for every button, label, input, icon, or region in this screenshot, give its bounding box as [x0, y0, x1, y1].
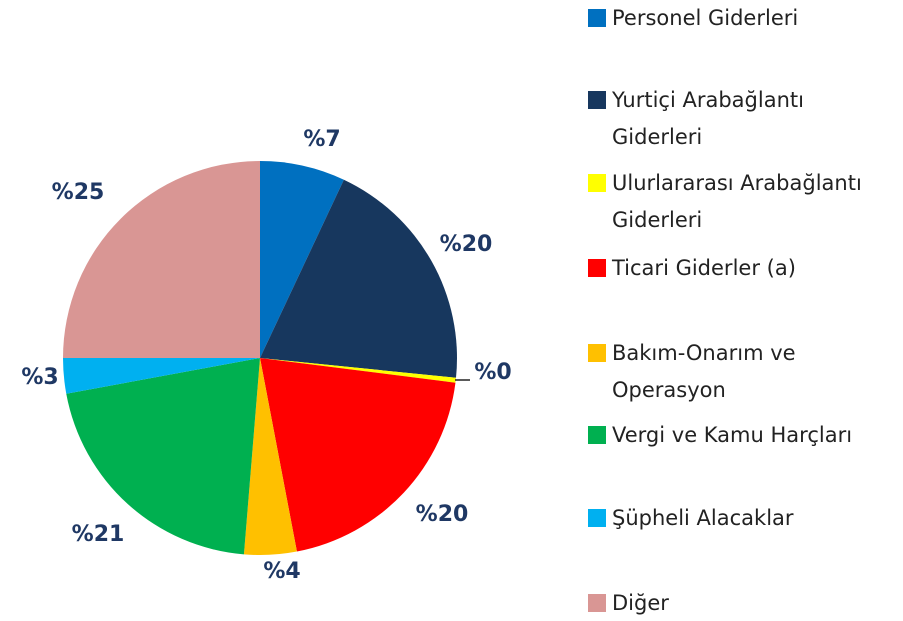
legend-label: Yurtiçi Arabağlantı Giderleri: [612, 88, 804, 149]
legend-swatch: [588, 509, 606, 527]
legend-swatch: [588, 174, 606, 192]
legend-entry: Şüpheli Alacaklar: [588, 500, 888, 537]
legend-entry: Diğer: [588, 585, 888, 621]
data-label: %25: [52, 180, 105, 205]
legend-entry: Yurtiçi Arabağlantı Giderleri: [588, 82, 888, 156]
legend-entry: Vergi ve Kamu Harçları: [588, 417, 888, 454]
pie-slice: [260, 358, 456, 552]
data-label: %7: [303, 127, 340, 152]
legend-swatch: [588, 594, 606, 612]
pie-slice: [243, 358, 297, 555]
pie-slice: [260, 161, 344, 358]
legend-label: Ulurlararası Arabağlantı Giderleri: [612, 171, 862, 232]
legend-swatch: [588, 9, 606, 27]
legend-swatch: [588, 91, 606, 109]
pie-slice: [66, 358, 260, 555]
pie-slice: [63, 161, 260, 358]
legend-swatch: [588, 344, 606, 362]
legend-label: Personel Giderleri: [612, 6, 799, 30]
data-label: %20: [416, 502, 469, 527]
pie-slice: [63, 358, 260, 394]
legend-label: Ticari Giderler (a): [612, 256, 796, 280]
legend-swatch: [588, 426, 606, 444]
data-label: %4: [263, 559, 300, 584]
legend-entry: Personel Giderleri: [588, 0, 888, 37]
legend-label: Şüpheli Alacaklar: [612, 506, 794, 530]
pie-slice: [260, 358, 457, 383]
data-label: %21: [72, 522, 125, 547]
legend-entry: Ticari Giderler (a): [588, 250, 888, 287]
legend-swatch: [588, 259, 606, 277]
legend-label: Diğer: [612, 591, 669, 615]
legend-label: Vergi ve Kamu Harçları: [612, 423, 853, 447]
pie-slice: [260, 179, 457, 378]
data-label: %0: [474, 360, 511, 385]
data-label: %3: [21, 365, 58, 390]
data-label: %20: [440, 232, 493, 257]
legend-entry: Bakım-Onarım ve Operasyon: [588, 335, 888, 409]
legend-entry: Ulurlararası Arabağlantı Giderleri: [588, 165, 888, 239]
legend-label: Bakım-Onarım ve Operasyon: [612, 341, 796, 402]
